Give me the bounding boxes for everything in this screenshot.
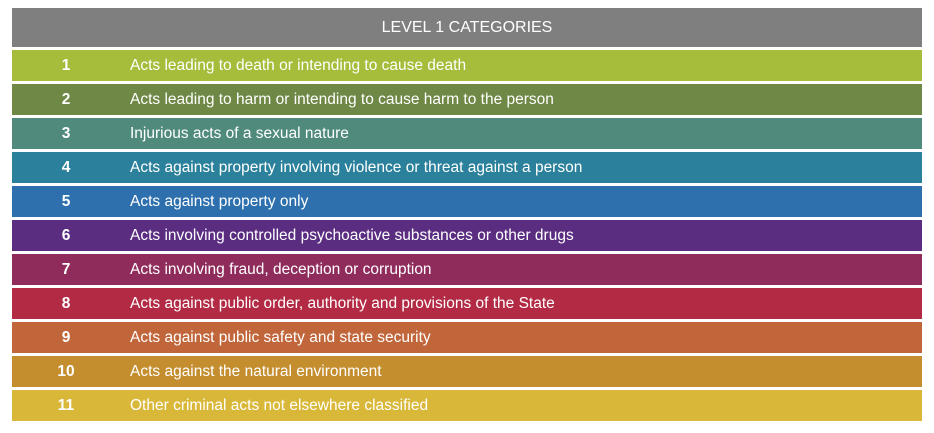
- category-number: 7: [61, 260, 71, 278]
- table-row: 7 Acts involving fraud, deception or cor…: [12, 254, 922, 285]
- category-number: 6: [61, 226, 71, 244]
- category-number: 9: [61, 328, 71, 346]
- category-number: 8: [61, 294, 71, 312]
- table-row: 11 Other criminal acts not elsewhere cla…: [12, 390, 922, 421]
- table-header: LEVEL 1 CATEGORIES: [12, 8, 922, 47]
- table-row: 10 Acts against the natural environment: [12, 356, 922, 387]
- category-label: Acts against public order, authority and…: [130, 294, 555, 312]
- table-row: 9 Acts against public safety and state s…: [12, 322, 922, 353]
- table-row: 8 Acts against public order, authority a…: [12, 288, 922, 319]
- category-number: 1: [61, 56, 71, 74]
- category-label: Acts against property only: [130, 192, 309, 210]
- category-number: 11: [57, 396, 75, 414]
- category-number: 2: [61, 90, 71, 108]
- category-number: 10: [57, 362, 75, 380]
- category-label: Acts against the natural environment: [130, 362, 382, 380]
- table-row: 2 Acts leading to harm or intending to c…: [12, 84, 922, 115]
- table-row: 6 Acts involving controlled psychoactive…: [12, 220, 922, 251]
- category-label: Acts against public safety and state sec…: [130, 328, 431, 346]
- category-number: 5: [61, 192, 71, 210]
- table-row: 1 Acts leading to death or intending to …: [12, 50, 922, 81]
- category-label: Acts against property involving violence…: [130, 158, 583, 176]
- category-label: Acts leading to harm or intending to cau…: [130, 90, 554, 108]
- table-row: 4 Acts against property involving violen…: [12, 152, 922, 183]
- table-title: LEVEL 1 CATEGORIES: [381, 18, 553, 36]
- category-number: 4: [61, 158, 71, 176]
- category-label: Acts involving fraud, deception or corru…: [130, 260, 432, 278]
- table-row: 5 Acts against property only: [12, 186, 922, 217]
- category-label: Injurious acts of a sexual nature: [130, 124, 349, 142]
- categories-table: LEVEL 1 CATEGORIES 1 Acts leading to dea…: [12, 8, 922, 421]
- category-number: 3: [61, 124, 71, 142]
- category-label: Acts involving controlled psychoactive s…: [130, 226, 574, 244]
- table-row: 3 Injurious acts of a sexual nature: [12, 118, 922, 149]
- category-label: Acts leading to death or intending to ca…: [130, 56, 467, 74]
- category-label: Other criminal acts not elsewhere classi…: [130, 396, 429, 414]
